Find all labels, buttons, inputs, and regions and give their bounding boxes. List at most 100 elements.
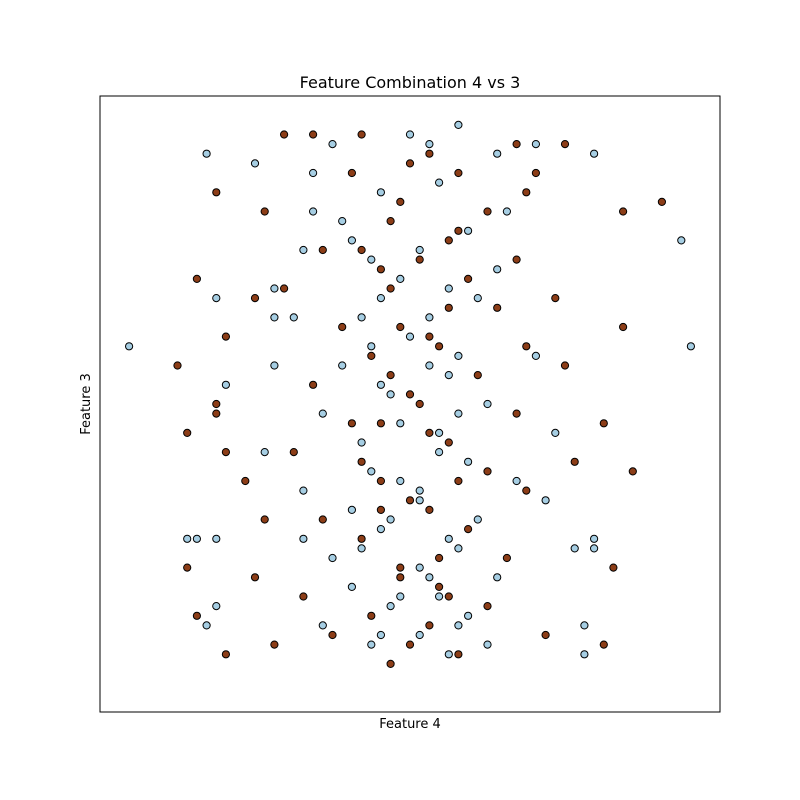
scatter-point-series-1-10 [270, 313, 279, 322]
scatter-point-series-1-27 [493, 149, 502, 158]
scatter-point-series-2-56 [464, 525, 473, 534]
scatter-point-series-1-56 [347, 582, 356, 592]
scatter-point-series-2-82 [444, 303, 453, 312]
scatter-point-series-2-69 [270, 640, 279, 649]
scatter-point-series-2-84 [435, 342, 444, 351]
scatter-point-series-2-7 [619, 322, 628, 332]
scatter-point-series-2-60 [435, 582, 444, 592]
scatter-point-series-1-33 [367, 255, 376, 264]
scatter-point-series-1-3 [202, 149, 211, 158]
scatter-point-series-1-6 [677, 236, 686, 245]
scatter-point-series-1-51 [376, 525, 385, 534]
scatter-point-series-1-1 [125, 342, 134, 351]
scatter-point-series-2-47 [512, 409, 521, 418]
scatter-point-series-2-71 [250, 294, 260, 303]
scatter-point-series-2-92 [376, 505, 385, 514]
scatter-point-series-2-44 [473, 371, 482, 380]
scatter-point-series-1-8 [590, 149, 599, 158]
scatter-point-series-1-58 [386, 602, 395, 611]
scatter-point-series-2-80 [415, 255, 424, 264]
scatter-point-series-1-94 [454, 621, 463, 630]
scatter-point-series-2-76 [405, 159, 415, 168]
scatter-point-series-2-55 [318, 515, 327, 524]
scatter-point-series-1-60 [318, 621, 327, 630]
scatter-point-series-1-40 [444, 371, 453, 380]
scatter-point-series-2-51 [483, 467, 492, 476]
scatter-point-series-2-68 [541, 630, 550, 640]
scatter-point-series-1-66 [531, 351, 541, 360]
scatter-point-series-2-73 [241, 476, 250, 486]
scatter-point-series-1-19 [590, 544, 599, 553]
scatter-point-series-1-37 [367, 342, 376, 351]
scatter-point-series-2-59 [396, 563, 405, 572]
scatter-point-series-1-23 [580, 650, 589, 659]
scatter-point-series-2-31 [483, 207, 492, 216]
scatter-point-series-1-68 [512, 476, 521, 486]
scatter-point-series-2-15 [250, 573, 260, 582]
scatter-point-series-2-50 [289, 448, 298, 457]
scatter-point-series-2-52 [376, 476, 385, 486]
scatter-point-series-1-90 [444, 534, 453, 543]
scatter-point-series-1-74 [376, 188, 385, 197]
scatter-point-series-2-61 [299, 592, 308, 601]
scatter-point-series-2-93 [435, 553, 444, 563]
scatter-point-series-1-86 [435, 448, 444, 457]
scatter-point-series-1-55 [493, 573, 502, 582]
y-axis-label: Feature 3 [79, 373, 94, 435]
scatter-point-series-1-83 [376, 380, 385, 389]
scatter-point-series-2-17 [183, 563, 192, 572]
scatter-point-series-2-88 [425, 428, 434, 437]
scatter-point-series-1-36 [425, 313, 434, 322]
scatter-point-series-1-59 [464, 611, 473, 620]
scatter-point-series-2-40 [338, 322, 347, 332]
scatter-point-series-1-78 [396, 274, 405, 283]
scatter-point-series-1-71 [309, 168, 318, 178]
scatter-point-series-1-28 [502, 207, 511, 216]
scatter-point-series-2-34 [318, 245, 327, 255]
scatter-point-series-1-77 [415, 245, 424, 255]
scatter-point-series-2-85 [386, 371, 395, 380]
scatter-point-series-1-9 [270, 284, 279, 293]
scatter-point-series-2-13 [628, 467, 637, 476]
scatter-point-series-2-21 [280, 130, 289, 139]
scatter-point-series-1-29 [309, 207, 318, 216]
scatter-point-series-1-30 [338, 217, 347, 226]
scatter-point-series-1-35 [376, 294, 385, 303]
scatter-point-series-2-95 [444, 592, 453, 601]
scatter-point-series-2-14 [260, 515, 269, 524]
scatter-point-series-2-24 [560, 140, 570, 149]
scatter-point-series-2-41 [425, 332, 434, 341]
scatter-point-series-1-54 [415, 563, 424, 572]
scatter-point-series-1-64 [551, 428, 560, 437]
scatter-point-series-1-61 [415, 630, 424, 640]
scatter-point-series-1-21 [202, 621, 211, 630]
scatter-point-series-1-44 [435, 428, 444, 437]
scatter-point-series-2-87 [376, 419, 385, 428]
scatter-point-series-2-33 [444, 236, 453, 245]
scatter-point-series-2-6 [173, 361, 182, 370]
scatter-point-series-1-45 [357, 438, 366, 447]
scatter-point-series-2-90 [454, 476, 463, 486]
scatter-point-series-1-96 [483, 640, 492, 649]
scatter-point-series-2-96 [405, 640, 415, 649]
scatter-point-series-1-43 [318, 409, 327, 418]
scatter-point-series-1-39 [338, 361, 347, 370]
scatter-point-series-2-58 [502, 553, 511, 563]
scatter-point-series-2-3 [212, 188, 221, 197]
scatter-point-series-1-72 [405, 130, 415, 139]
scatter-point-series-2-49 [444, 438, 453, 447]
scatter-point-series-2-25 [357, 130, 366, 139]
scatter-point-series-1-67 [289, 313, 298, 322]
scatter-point-series-2-94 [396, 573, 405, 582]
scatter-point-series-2-65 [328, 630, 337, 640]
scatter-point-series-2-8 [212, 399, 221, 409]
scatter-point-series-1-62 [367, 640, 376, 649]
scatter-point-series-1-11 [270, 361, 279, 370]
scatter-point-series-2-89 [357, 457, 366, 466]
scatter-point-series-1-52 [454, 544, 463, 553]
scatter-point-series-1-88 [415, 496, 424, 505]
scatter-point-series-2-74 [570, 457, 579, 466]
scatter-point-series-1-46 [464, 457, 473, 466]
scatter-point-series-1-48 [415, 486, 424, 495]
